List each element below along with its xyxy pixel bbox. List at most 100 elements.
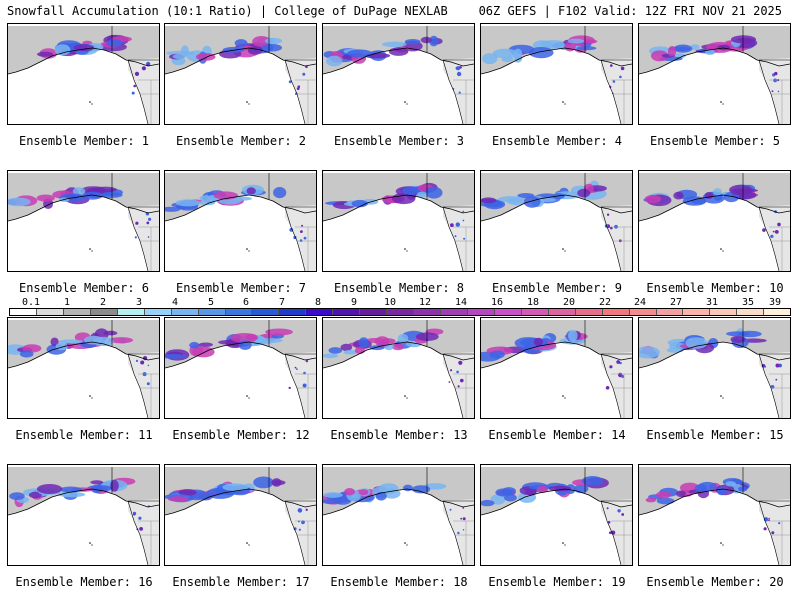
snowfall-area: [180, 45, 189, 57]
snowfall-area: [351, 199, 368, 208]
snowfall-area: [264, 37, 283, 44]
snowfall-area: [694, 484, 708, 493]
snowfall-area: [481, 499, 495, 507]
snowfall-area: [456, 71, 462, 77]
snowfall-area: [612, 80, 616, 83]
snowfall-area: [772, 230, 775, 233]
snowfall-area: [771, 531, 775, 535]
snowfall-area: [54, 44, 71, 56]
hawaii-island: [89, 248, 91, 250]
snowfall-area: [620, 66, 625, 71]
alaska-canada-landmass: [165, 26, 316, 74]
member-prefix: Ensemble Member:: [15, 575, 139, 589]
colorbar-tick-label: 0.1: [21, 297, 41, 308]
snowfall-area: [323, 499, 342, 504]
snowfall-area: [50, 337, 59, 347]
snowfall-area: [135, 221, 139, 225]
state-lines: [611, 373, 632, 418]
snowfall-area: [495, 488, 513, 497]
snowfall-area: [133, 84, 136, 88]
snowfall-area: [343, 349, 358, 355]
colorbar-tick-label: 31: [705, 297, 719, 308]
colorbar-tick-label: 16: [490, 297, 504, 308]
state-lines: [138, 79, 159, 124]
ensemble-member-label: Ensemble Member: 1: [5, 134, 163, 148]
hawaii-island: [720, 542, 722, 544]
member-number: 17: [295, 575, 310, 589]
colorbar-swatch: [575, 309, 603, 315]
colorbar-tick-label: 20: [562, 297, 576, 308]
state-lines: [138, 226, 159, 271]
colorbar-tick-label: 2: [99, 297, 107, 308]
snowfall-map: [323, 26, 474, 124]
snowfall-area: [454, 235, 457, 238]
coastline: [639, 488, 790, 516]
member-number: 16: [138, 575, 153, 589]
snowfall-area: [199, 493, 213, 501]
snowfall-area: [148, 217, 152, 221]
member-prefix: Ensemble Member:: [491, 281, 615, 295]
snowfall-area: [536, 485, 548, 493]
ensemble-member-panel: [164, 170, 317, 272]
member-number: 10: [769, 281, 784, 295]
snowfall-area: [288, 386, 291, 390]
colorbar-tick-label: 18: [526, 297, 540, 308]
member-number: 20: [769, 575, 784, 589]
coastline: [639, 341, 790, 369]
colorbar-swatch: [198, 309, 226, 315]
ensemble-member-panel: [164, 317, 317, 419]
snowfall-area: [730, 35, 757, 44]
snowfall-area: [606, 213, 610, 216]
ensemble-member-label: Ensemble Member: 6: [5, 281, 163, 295]
snowfall-area: [147, 236, 150, 238]
snowfall-map: [8, 320, 159, 418]
ensemble-member-label: Ensemble Member: 15: [636, 428, 794, 442]
coastline: [481, 341, 632, 369]
hawaii-island: [91, 250, 93, 252]
snowfall-area: [297, 520, 300, 523]
member-prefix: Ensemble Member:: [333, 281, 457, 295]
alaska-canada-landmass: [481, 320, 632, 368]
snowfall-map: [639, 320, 790, 418]
colorbar-swatch: [63, 309, 91, 315]
snowfall-area: [730, 188, 759, 193]
snowfall-area: [462, 210, 465, 213]
snowfall-area: [358, 489, 369, 496]
state-lines: [769, 79, 790, 124]
ensemble-member-panel: [322, 170, 475, 272]
snowfall-area: [302, 383, 307, 388]
hawaii-island: [404, 101, 406, 103]
colorbar-swatch: [737, 309, 765, 315]
snowfall-area: [402, 186, 419, 196]
pacific-northwest-landmass: [759, 205, 790, 271]
coastline: [8, 194, 159, 222]
coastline: [8, 47, 159, 75]
snowfall-area: [567, 38, 585, 44]
snowfall-area: [404, 39, 421, 45]
snowfall-area: [28, 491, 42, 499]
snowfall-area: [768, 517, 770, 520]
state-lines: [295, 520, 316, 565]
state-lines: [138, 520, 159, 565]
snowfall-area: [8, 197, 31, 207]
colorbar-tick-label: 7: [278, 297, 286, 308]
snowfall-area: [354, 346, 365, 355]
ensemble-member-panel: [7, 170, 160, 272]
member-prefix: Ensemble Member:: [491, 134, 615, 148]
snowfall-area: [262, 43, 282, 52]
snowfall-area: [298, 528, 301, 531]
state-lines: [453, 79, 474, 124]
colorbar-swatch: [144, 309, 172, 315]
hawaii-island: [562, 101, 564, 103]
pacific-northwest-landmass: [128, 499, 159, 565]
snowfall-area: [109, 337, 134, 344]
member-prefix: Ensemble Member:: [646, 428, 770, 442]
ensemble-member-label: Ensemble Member: 19: [478, 575, 636, 589]
member-number: 9: [614, 281, 623, 295]
snowfall-area: [716, 486, 727, 496]
colorbar-tick-label: 27: [669, 297, 683, 308]
snowfall-area: [459, 66, 462, 69]
snowfall-map: [639, 173, 790, 271]
member-prefix: Ensemble Member:: [172, 575, 296, 589]
snowfall-area: [301, 224, 304, 227]
